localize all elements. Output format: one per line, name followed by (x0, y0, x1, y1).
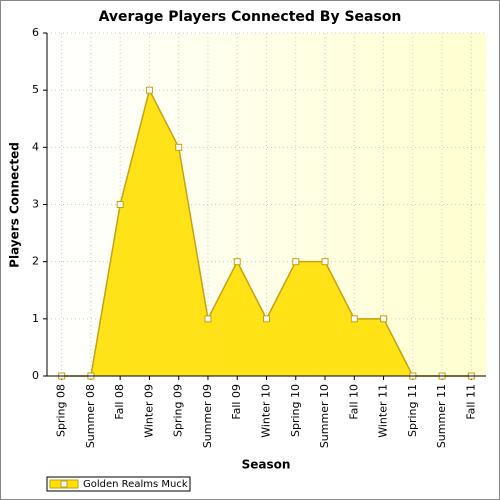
point (321, 258, 329, 266)
x-tick-label: Winter 10 (260, 384, 273, 438)
x-tick-label: Spring 11 (406, 384, 419, 437)
y-axis-title: Players Connected (8, 142, 22, 268)
y-tick-label: 5 (32, 83, 39, 96)
point (204, 315, 212, 323)
point (380, 315, 388, 323)
point (263, 315, 270, 323)
point (233, 258, 241, 266)
y-tick-label: 2 (32, 255, 39, 268)
x-tick-label: Summer 10 (318, 384, 331, 448)
y-tick-label: 3 (32, 198, 39, 211)
legend-box (46, 476, 191, 492)
point (350, 315, 358, 323)
x-tick-label: Winter 09 (142, 384, 155, 438)
chart-title: Average Players Connected By Season (99, 9, 402, 25)
point (116, 201, 124, 208)
y-tick-label: 4 (32, 140, 39, 153)
x-tick-label: Spring 09 (172, 384, 185, 437)
x-tick-label: Fall 08 (113, 384, 126, 420)
x-tick-label: Winter 11 (377, 384, 390, 438)
legend-marker (60, 480, 68, 488)
legend-label: Golden Realms Muck (83, 479, 188, 490)
x-tick-label: Summer 08 (84, 384, 97, 448)
x-tick-label: Fall 10 (347, 384, 360, 420)
x-tick-label: Fall 09 (230, 384, 243, 420)
x-axis-title: Season (242, 458, 291, 472)
y-tick-label: 0 (32, 369, 39, 382)
area (61, 90, 472, 377)
y-tick-label: 6 (32, 26, 39, 39)
x-tick-label: Summer 09 (201, 384, 214, 448)
x-tick-label: Fall 11 (464, 384, 477, 420)
x-tick-label: Summer 11 (435, 384, 448, 448)
point (145, 86, 153, 94)
x-tick-label: Spring 10 (289, 384, 302, 437)
point (292, 258, 300, 266)
point (175, 143, 183, 151)
x-tick-label: Spring 08 (55, 384, 68, 437)
y-tick-label: 1 (32, 312, 39, 325)
